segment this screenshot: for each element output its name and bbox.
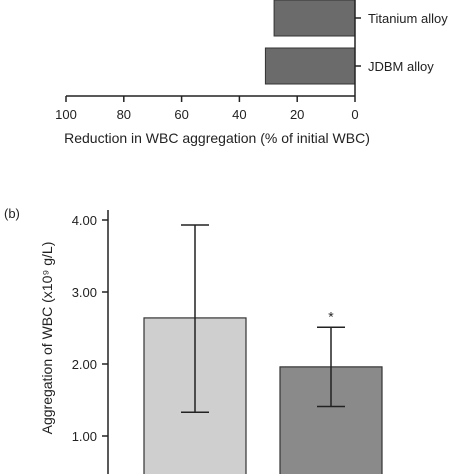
panel-a-x-tick-label-4: 40 [232, 107, 246, 122]
panel-b-y-axis-title: Aggregation of WBC (x10⁹ g/L) [39, 242, 55, 435]
panel-b-y-tick-label-2: 3.00 [72, 285, 97, 300]
panel-a-bar-2 [264, 47, 356, 85]
panel-b-significance-marker-1: * [328, 308, 334, 324]
panel-b-y-tick-label-1: 4.00 [72, 213, 97, 228]
panel-a-bar-1 [273, 0, 356, 37]
panel-b-y-tick-label-4: 1.00 [72, 429, 97, 444]
panel-a-x-tick-label-5: 20 [290, 107, 304, 122]
panel-a-x-axis-title: Reduction in WBC aggregation (% of initi… [64, 130, 370, 146]
panel-a-category-label-2: JDBM alloy [368, 59, 434, 74]
panel-a-category-label-1: Titanium alloy [368, 11, 448, 26]
panel-a-x-tick-label-3: 60 [174, 107, 188, 122]
panel-a-horizontal-bar-chart: Titanium alloy JDBM alloy 100 80 60 40 20 0 Re… [55, 0, 448, 146]
panel-a-x-tick-label-2: 80 [117, 107, 131, 122]
panel-a-x-tick-label-6: 0 [351, 107, 358, 122]
panel-a-x-tick-label-1: 100 [55, 107, 77, 122]
panel-b-vertical-bar-chart: (b) * 4.00 3.00 2.00 1.00 Aggregation of WB… [4, 206, 383, 474]
panel-b-y-tick-label-3: 2.00 [72, 357, 97, 372]
panel-b-label: (b) [4, 206, 20, 221]
